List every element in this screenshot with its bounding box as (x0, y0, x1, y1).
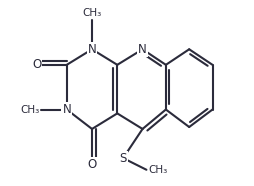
Text: S: S (119, 152, 127, 165)
Text: N: N (138, 43, 147, 56)
Text: CH₃: CH₃ (20, 105, 40, 115)
Text: CH₃: CH₃ (148, 165, 168, 175)
Text: CH₃: CH₃ (82, 8, 102, 18)
Text: O: O (87, 158, 97, 171)
Text: N: N (88, 43, 97, 56)
Text: N: N (62, 103, 71, 116)
Text: O: O (32, 58, 41, 71)
